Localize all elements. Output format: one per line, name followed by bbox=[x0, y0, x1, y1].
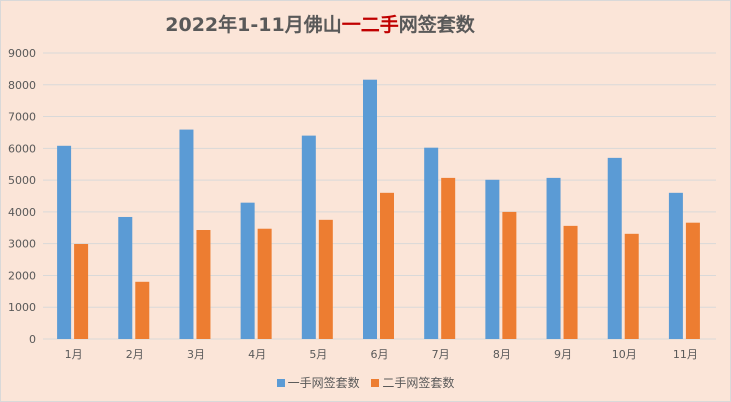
x-tick-label: 7月 bbox=[432, 348, 450, 361]
chart-title: 2022年1-11月佛山一二手网签套数 bbox=[0, 10, 640, 37]
x-tick-label: 8月 bbox=[493, 348, 511, 361]
bar-2 bbox=[624, 233, 639, 339]
bar-2 bbox=[135, 281, 150, 339]
x-tick-label: 5月 bbox=[309, 348, 327, 361]
bar-1 bbox=[118, 216, 133, 339]
legend-label: 一手网签套数 bbox=[287, 376, 360, 390]
bar-1 bbox=[240, 202, 255, 339]
bar-1 bbox=[301, 135, 316, 339]
x-tick-label: 11月 bbox=[673, 348, 698, 361]
bar-1 bbox=[179, 129, 194, 339]
bar-2 bbox=[441, 177, 456, 339]
y-tick-label: 4000 bbox=[8, 206, 36, 219]
bar-2 bbox=[685, 222, 700, 339]
bar-1 bbox=[607, 157, 622, 339]
x-tick-label: 3月 bbox=[187, 348, 205, 361]
y-tick-label: 0 bbox=[29, 333, 36, 346]
x-tick-label: 9月 bbox=[554, 348, 572, 361]
y-tick-label: 8000 bbox=[8, 79, 36, 92]
bar-1 bbox=[546, 177, 561, 339]
legend-label: 二手网签套数 bbox=[382, 376, 455, 390]
y-tick-label: 3000 bbox=[8, 238, 36, 251]
bar-2 bbox=[563, 225, 578, 339]
y-tick-label: 7000 bbox=[8, 111, 36, 124]
legend-item-series-2: 二手网签套数 bbox=[371, 374, 454, 391]
y-tick-label: 9000 bbox=[8, 47, 36, 60]
bar-1 bbox=[485, 179, 500, 339]
bar-1 bbox=[363, 79, 377, 340]
legend-swatch bbox=[371, 378, 380, 387]
bar-2 bbox=[380, 192, 394, 339]
y-tick-label: 6000 bbox=[8, 142, 36, 155]
legend-swatch bbox=[276, 378, 285, 387]
bar-2 bbox=[74, 243, 89, 339]
y-tick-label: 2000 bbox=[8, 269, 36, 282]
title-part: 2022年1-11月佛山 bbox=[165, 14, 342, 36]
x-tick-label: 6月 bbox=[371, 348, 389, 361]
legend-item-series-1: 一手网签套数 bbox=[276, 374, 360, 391]
bar-2 bbox=[196, 230, 211, 339]
bar-2 bbox=[502, 211, 517, 339]
bar-1 bbox=[57, 145, 72, 339]
y-tick-label: 5000 bbox=[8, 174, 36, 187]
bar-1 bbox=[424, 147, 439, 339]
x-tick-label: 4月 bbox=[248, 348, 266, 361]
title-part: 网签套数 bbox=[398, 14, 475, 36]
legend: 一手网签套数 二手网签套数 bbox=[0, 374, 731, 391]
y-tick-label: 1000 bbox=[8, 301, 36, 314]
bar-2 bbox=[257, 228, 272, 339]
bar-1 bbox=[668, 192, 683, 339]
x-tick-label: 10月 bbox=[612, 348, 637, 361]
x-tick-label: 2月 bbox=[126, 348, 144, 361]
bar-2 bbox=[318, 219, 333, 339]
title-highlight: 一二手 bbox=[341, 14, 399, 36]
x-tick-label: 1月 bbox=[65, 348, 83, 361]
